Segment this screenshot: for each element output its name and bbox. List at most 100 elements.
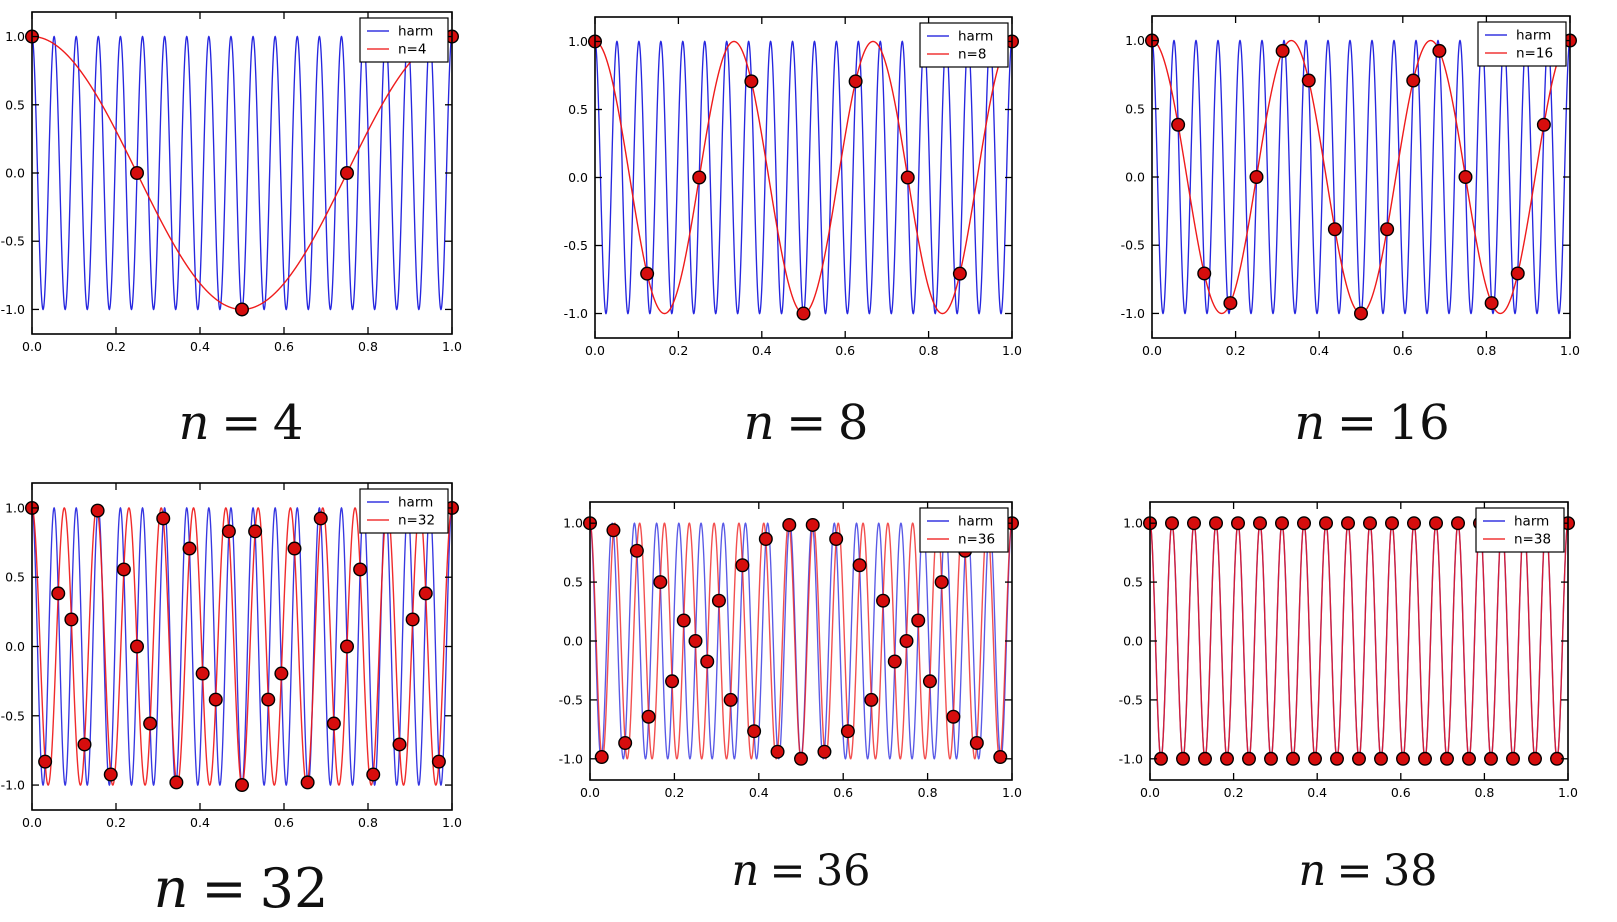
sample-point: [1362, 516, 1377, 531]
plot-n38: 0.0 0.2 0.4 0.6 0.8 1.0 -1.0 -0.5 0.0 0.5 1.0 harm n…: [1118, 490, 1582, 814]
plot-n16: 0.0 0.2 0.4 0.6 0.8 1.0 -1.0 -0.5 0.0 0.5 1.0 harm n…: [1120, 4, 1584, 372]
chart-canvas-n36: 0.0 0.2 0.4 0.6 0.8 1.0 -1.0 -0.5 0.0 0.5 1.0 harm n…: [559, 501, 1022, 800]
sample-point: [431, 754, 446, 769]
sample-point: [793, 751, 808, 766]
svg-text:0.5: 0.5: [1123, 575, 1143, 590]
sample-point: [234, 778, 249, 793]
sample-point: [1275, 43, 1290, 58]
caption-n8-variable: n: [743, 395, 775, 451]
sample-point: [887, 654, 902, 669]
sample-point: [234, 302, 249, 317]
axis-tick-labels: 0.0 0.2 0.4 0.6 0.8 1.0 -1.0 -0.5 0.0 0.5 1.0: [1121, 33, 1580, 358]
svg-text:0.4: 0.4: [190, 815, 210, 830]
sample-point: [840, 724, 855, 739]
axis-ticks: [594, 17, 1013, 338]
svg-text:1.0: 1.0: [442, 339, 462, 354]
axis-ticks: [31, 12, 453, 334]
axis-tick-labels: 0.0 0.2 0.4 0.6 0.8 1.0 -1.0 -0.5 0.0 0.5 1.0: [1, 29, 462, 354]
svg-text:0.6: 0.6: [835, 343, 855, 358]
svg-text:1.0: 1.0: [1125, 33, 1145, 48]
svg-text:0.4: 0.4: [190, 339, 210, 354]
sample-point: [876, 593, 891, 608]
sample-point: [934, 575, 949, 590]
legend-box: [919, 22, 1009, 68]
legend-alias-label: n=32: [398, 513, 435, 529]
axis-ticks: [589, 502, 1013, 780]
sample-point: [899, 633, 914, 648]
legend-box: [919, 507, 1009, 553]
svg-text:0.5: 0.5: [5, 97, 25, 112]
svg-text:1.0: 1.0: [1002, 785, 1022, 800]
svg-text:0.8: 0.8: [1476, 343, 1496, 358]
svg-text:0.4: 0.4: [1309, 343, 1329, 358]
sample-point: [952, 266, 967, 281]
axis-ticks: [31, 483, 453, 810]
svg-text:0.8: 0.8: [1474, 785, 1494, 800]
sample-point: [77, 737, 92, 752]
caption-n36-value: 36: [815, 846, 871, 896]
sample-point: [287, 541, 302, 556]
sample-point: [418, 586, 433, 601]
legend-alias-label: n=4: [398, 42, 426, 58]
svg-text:0.2: 0.2: [668, 343, 688, 358]
svg-text:-0.5: -0.5: [1121, 238, 1145, 253]
caption-n4-value: 4: [272, 395, 304, 451]
caption-n38-equals: =: [1336, 846, 1373, 896]
svg-text:-1.0: -1.0: [1, 302, 25, 317]
caption-n32-variable: n: [153, 857, 189, 920]
sample-point: [723, 692, 738, 707]
legend-box: [359, 17, 449, 63]
legend-alias-label: n=36: [958, 532, 995, 548]
sample-point: [1385, 516, 1400, 531]
svg-text:-1.0: -1.0: [1119, 751, 1143, 766]
sample-point: [900, 170, 915, 185]
caption-n4-equals: =: [221, 395, 262, 451]
sample-point: [248, 524, 263, 539]
sample-point: [1176, 751, 1191, 766]
caption-n36-equals: =: [769, 846, 806, 896]
svg-text:0.6: 0.6: [274, 815, 294, 830]
svg-text:-0.5: -0.5: [1, 234, 25, 249]
svg-text:0.8: 0.8: [358, 815, 378, 830]
sample-point: [366, 767, 381, 782]
legend-alias-label: n=16: [1516, 46, 1553, 62]
sample-point: [744, 74, 759, 89]
sample-point: [848, 74, 863, 89]
plot-n32: 0.0 0.2 0.4 0.6 0.8 1.0 -1.0 -0.5 0.0 0.5 1.0 harm n…: [0, 471, 466, 844]
svg-text:-1.0: -1.0: [559, 751, 583, 766]
sample-markers: [25, 500, 460, 793]
sample-point: [852, 558, 867, 573]
svg-text:0.0: 0.0: [1123, 634, 1143, 649]
chart-canvas-n32: 0.0 0.2 0.4 0.6 0.8 1.0 -1.0 -0.5 0.0 0.5 1.0 harm n…: [1, 482, 462, 830]
caption-n36: n = 36: [731, 850, 870, 893]
svg-text:-1.0: -1.0: [1, 778, 25, 793]
svg-text:0.5: 0.5: [568, 102, 588, 117]
sample-point: [640, 266, 655, 281]
svg-text:0.2: 0.2: [106, 815, 126, 830]
sample-point: [129, 165, 144, 180]
sample-point: [1484, 296, 1499, 311]
svg-text:0.4: 0.4: [1307, 785, 1327, 800]
caption-n36-variable: n: [731, 846, 760, 896]
sample-point: [182, 541, 197, 556]
svg-text:0.8: 0.8: [919, 343, 939, 358]
svg-text:0.4: 0.4: [749, 785, 769, 800]
caption-n38-variable: n: [1298, 846, 1327, 896]
sample-point: [221, 524, 236, 539]
svg-text:-0.5: -0.5: [1119, 692, 1143, 707]
sample-point: [1536, 117, 1551, 132]
sample-point: [782, 517, 797, 532]
sample-point: [700, 654, 715, 669]
svg-text:0.6: 0.6: [1391, 785, 1411, 800]
plot-n4: 0.0 0.2 0.4 0.6 0.8 1.0 -1.0 -0.5 0.0 0.5 1.0 harm n…: [0, 0, 466, 368]
sample-point: [711, 593, 726, 608]
svg-text:0.2: 0.2: [1226, 343, 1246, 358]
sample-point: [606, 523, 621, 538]
sample-point: [1296, 516, 1311, 531]
svg-text:1.0: 1.0: [568, 34, 588, 49]
svg-text:0.6: 0.6: [274, 339, 294, 354]
sample-point: [1506, 751, 1521, 766]
caption-n8: n = 8: [744, 399, 869, 447]
sample-point: [993, 750, 1008, 765]
